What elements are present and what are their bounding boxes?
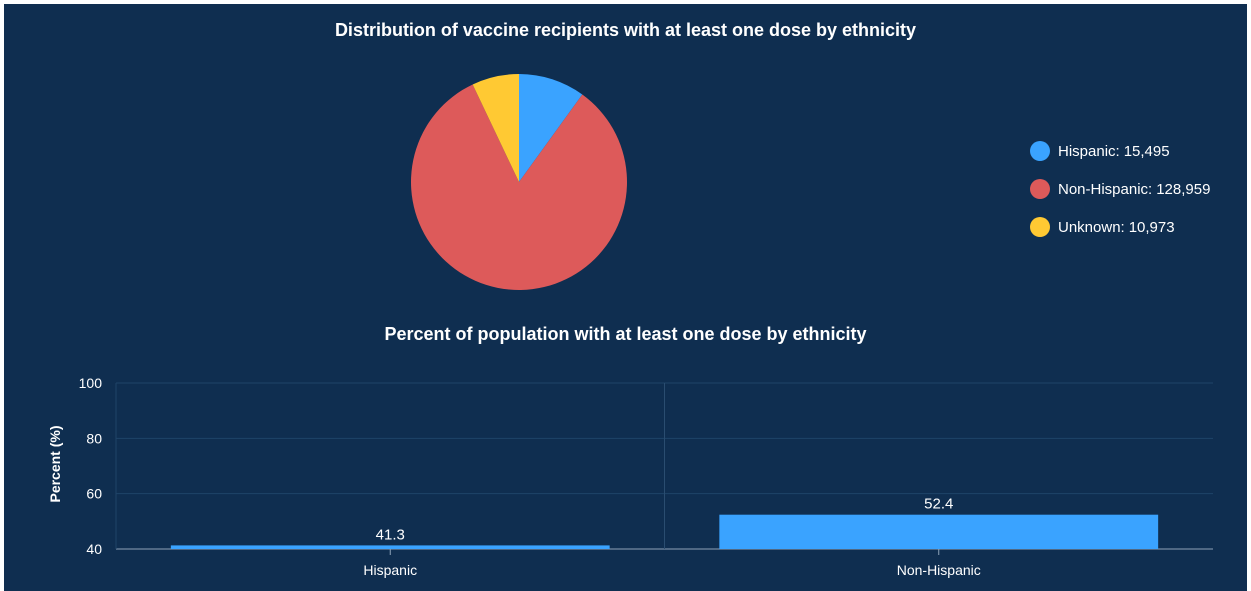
bar-non-hispanic[interactable] (719, 514, 1159, 549)
bar-value-label: 52.4 (924, 496, 953, 513)
bar-chart: 100 80 60 40 Percent (%) 41.3 Hispanic 52.4 Non-… (47, 375, 1213, 578)
legend-value: 15,495 (1123, 142, 1170, 160)
pie-slice-hispanic[interactable] (519, 74, 583, 182)
legend-item-non-hispanic[interactable]: Non-Hispanic: 128,959 (1030, 170, 1210, 208)
legend-label: Non-Hispanic: (1058, 180, 1153, 198)
legend-value: 10,973 (1128, 218, 1175, 236)
legend-value: 128,959 (1156, 180, 1211, 198)
legend-item-hispanic[interactable]: Hispanic: 15,495 (1030, 132, 1210, 170)
x-category-label: Non-Hispanic (897, 562, 981, 578)
bar-hispanic[interactable] (170, 545, 610, 549)
legend-item-unknown[interactable]: Unknown: 10,973 (1030, 208, 1210, 246)
pie-legend: Hispanic: 15,495 Non-Hispanic: 128,959 Unk… (1030, 132, 1210, 246)
legend-swatch (1030, 217, 1050, 237)
y-axis-label: Percent (%) (47, 425, 63, 502)
y-tick-label: 60 (86, 486, 102, 502)
bar-value-label: 41.3 (376, 526, 405, 543)
y-tick-label: 40 (86, 541, 102, 557)
legend-swatch (1030, 141, 1050, 161)
bar-chart-title: Percent of population with at least one … (384, 324, 867, 344)
chart-panel: Distribution of vaccine recipients with … (4, 4, 1247, 591)
legend-swatch (1030, 179, 1050, 199)
pie-slice-non-hispanic[interactable] (411, 84, 627, 290)
y-tick-label: 80 (86, 430, 102, 446)
x-category-label: Hispanic (363, 562, 417, 578)
y-tick-label: 100 (79, 375, 103, 391)
pie-slice-unknown[interactable] (472, 74, 519, 182)
pie-chart-title: Distribution of vaccine recipients with … (334, 20, 917, 40)
legend-label: Unknown: (1058, 218, 1125, 236)
legend-label: Hispanic: (1058, 142, 1120, 160)
pie-chart (411, 74, 627, 290)
